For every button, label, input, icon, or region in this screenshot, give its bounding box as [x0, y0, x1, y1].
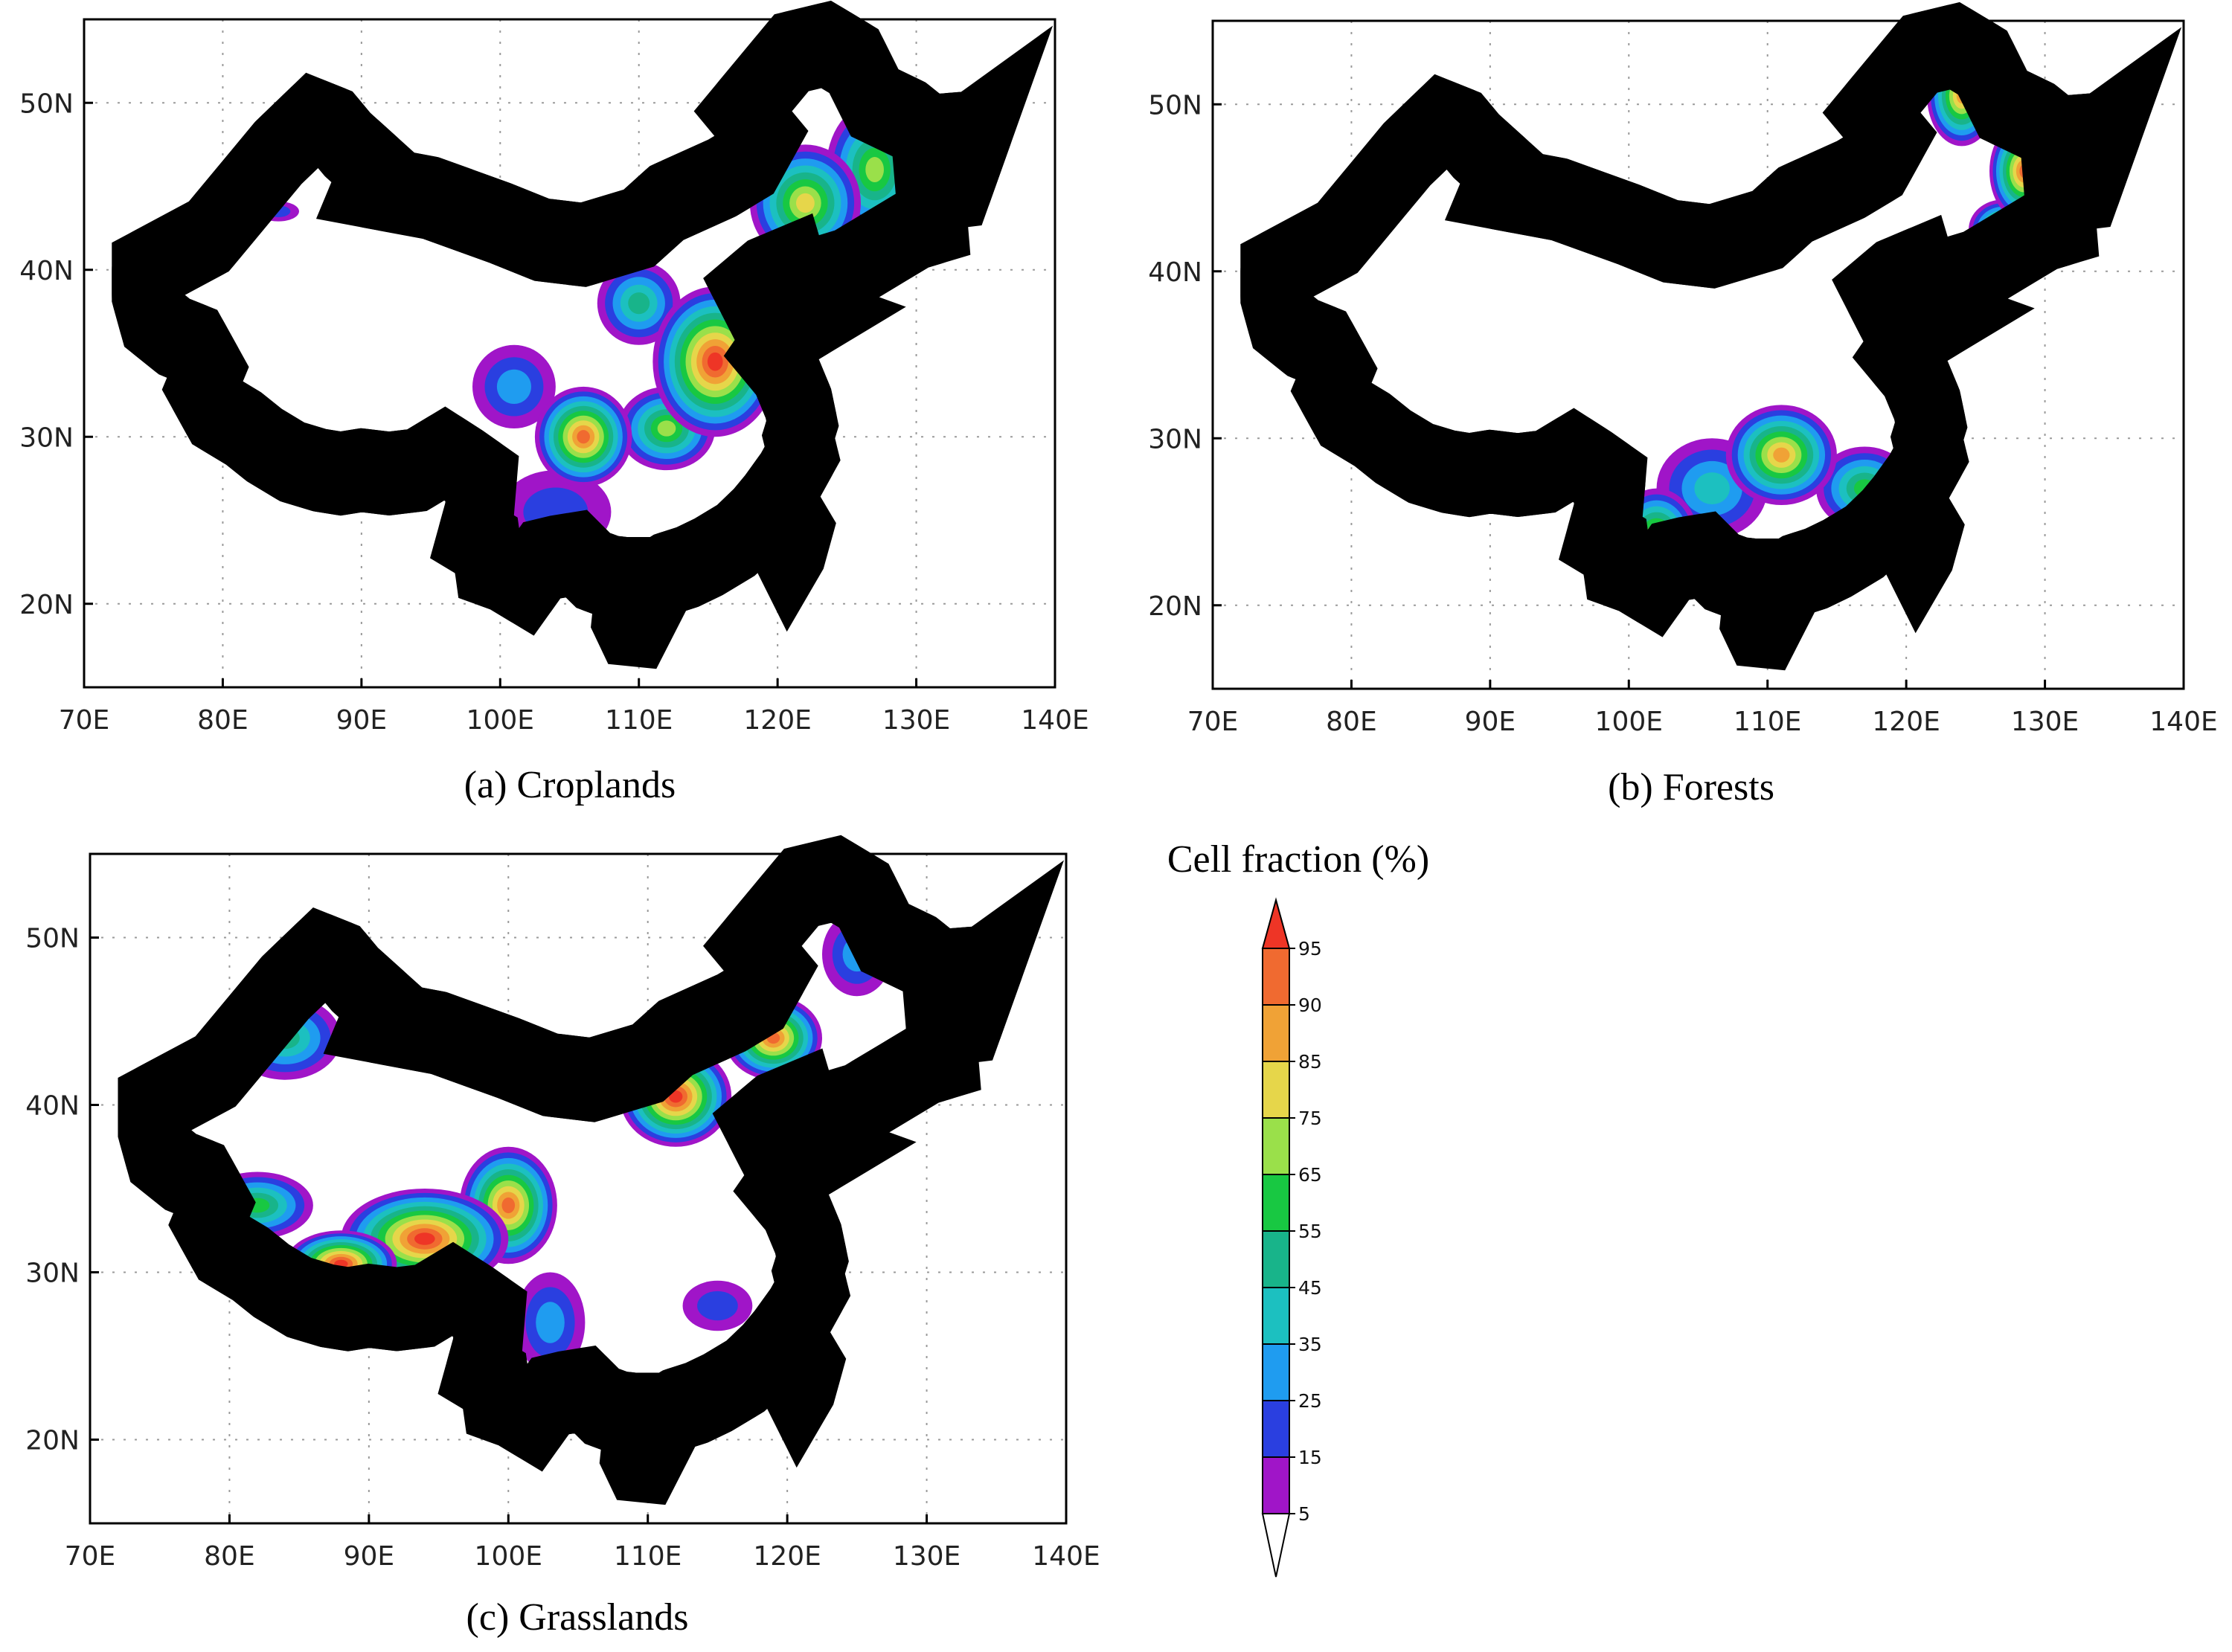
- contour-level-35: [1694, 472, 1730, 505]
- lat-tick-label: 30N: [19, 422, 74, 453]
- lon-tick-label: 110E: [605, 705, 673, 736]
- lon-tick-label: 130E: [882, 705, 950, 736]
- colorbar-title: Cell fraction (%): [1167, 838, 1429, 881]
- lon-tick-label: 90E: [344, 1541, 395, 1572]
- colorbar-tick-label: 65: [1298, 1164, 1322, 1186]
- lat-tick-label: 20N: [25, 1426, 80, 1456]
- colorbar-swatch: [1262, 1174, 1290, 1232]
- colorbar-swatch: [1262, 1343, 1290, 1401]
- taiwan-island: [780, 517, 806, 571]
- contour-level-65: [865, 157, 884, 183]
- taiwan-island: [790, 1353, 815, 1407]
- colorbar-min-triangle: [1261, 1513, 1291, 1578]
- lat-tick-label: 50N: [1148, 90, 1202, 120]
- lon-tick-label: 120E: [753, 1541, 821, 1572]
- map-frame: [83, 18, 1056, 689]
- contour-level-90: [577, 430, 590, 444]
- lat-tick-label: 40N: [19, 256, 74, 286]
- contour-level-45: [628, 292, 650, 315]
- colorbar-tick-label: 5: [1298, 1503, 1310, 1525]
- lat-tick-label: 50N: [19, 89, 74, 119]
- lon-tick-label: 140E: [1032, 1541, 1100, 1572]
- colorbar-tick-label: 55: [1298, 1221, 1322, 1242]
- taiwan-island: [1909, 518, 1934, 572]
- lon-tick-label: 70E: [59, 705, 110, 736]
- lon-tick-label: 140E: [2149, 707, 2217, 737]
- map-frame: [89, 852, 1068, 1525]
- contour-level-95: [707, 352, 723, 371]
- lon-tick-label: 110E: [1734, 707, 1801, 737]
- lon-tick-label: 70E: [65, 1541, 116, 1572]
- contour-level-25: [496, 369, 531, 405]
- colorbar-tick-label: 35: [1298, 1334, 1322, 1355]
- contour-level-95: [414, 1232, 435, 1245]
- colorbar-swatch: [1262, 1400, 1290, 1458]
- colorbar-tick-label: 25: [1298, 1390, 1322, 1412]
- lon-tick-label: 100E: [466, 705, 534, 736]
- contour-level-25: [536, 1302, 565, 1343]
- colorbar-swatch: [1262, 948, 1290, 1006]
- lon-tick-label: 80E: [1326, 707, 1377, 737]
- hainan-island: [628, 1438, 661, 1470]
- contour-level-95: [668, 1090, 683, 1103]
- contour-level-90: [501, 1197, 516, 1214]
- lon-tick-label: 100E: [1595, 707, 1663, 737]
- panel-caption-c: (c) Grasslands: [466, 1596, 689, 1639]
- colorbar-swatch: [1262, 1287, 1290, 1345]
- lat-tick-label: 50N: [25, 924, 80, 954]
- colorbar-swatch: [1262, 1456, 1290, 1514]
- lon-tick-label: 70E: [1187, 707, 1239, 737]
- panel-caption-b: (b) Forests: [1608, 766, 1774, 809]
- lon-tick-label: 90E: [1465, 707, 1516, 737]
- colorbar-swatch: [1262, 1230, 1290, 1288]
- lon-tick-label: 110E: [614, 1541, 682, 1572]
- lon-tick-label: 140E: [1021, 705, 1088, 736]
- colorbar-tick-label: 75: [1298, 1108, 1322, 1129]
- colorbar-swatch: [1262, 1061, 1290, 1119]
- contour-level-85: [1773, 447, 1790, 463]
- colorbar-swatch: [1262, 1117, 1290, 1175]
- lon-tick-label: 80E: [197, 705, 248, 736]
- lon-tick-label: 100E: [475, 1541, 542, 1572]
- lat-tick-label: 40N: [1148, 257, 1202, 288]
- lon-tick-label: 130E: [893, 1541, 961, 1572]
- map-panel-b: 70E 80E 90E 100E 110E 120E 130E 140E 20N 30N 40N 50…: [1148, 19, 2218, 809]
- lat-tick-label: 20N: [1148, 591, 1202, 622]
- lat-tick-label: 40N: [25, 1091, 80, 1122]
- map-panel-c: 70E 80E 90E 100E 110E 120E 130E 140E 20N 30N 40N 50…: [25, 854, 1100, 1639]
- lat-tick-label: 20N: [19, 590, 74, 620]
- lat-tick-label: 30N: [1148, 424, 1202, 454]
- lon-tick-label: 130E: [2011, 707, 2079, 737]
- colorbar-tick-label: 85: [1298, 1051, 1322, 1073]
- hainan-island: [1748, 604, 1782, 636]
- colorbar-tick-label: 15: [1298, 1447, 1322, 1468]
- hainan-island: [620, 602, 653, 634]
- colorbar-tick-label: 90: [1298, 994, 1322, 1016]
- contour-level-15: [697, 1291, 738, 1321]
- lon-tick-label: 80E: [204, 1541, 255, 1572]
- colorbar-swatch: [1262, 1004, 1290, 1062]
- colorbar-max-triangle: [1261, 897, 1291, 949]
- colorbar: 95 90 85 75 65 55 45 35 25 15 5: [1261, 897, 1322, 1578]
- contour-level-75: [796, 193, 815, 213]
- contour-level-65: [657, 420, 676, 437]
- colorbar-tick-label: 45: [1298, 1277, 1322, 1299]
- map-panel-a: 70E 80E 90E 100E 110E 120E 130E 140E 20N 30N 40N 50…: [19, 18, 1089, 806]
- panel-caption-a: (a) Croplands: [464, 764, 676, 806]
- map-frame: [1211, 19, 2185, 690]
- lat-tick-label: 30N: [25, 1259, 80, 1289]
- lon-tick-label: 120E: [743, 705, 811, 736]
- lon-tick-label: 120E: [1872, 707, 1940, 737]
- colorbar-tick-label: 95: [1298, 938, 1322, 960]
- lon-tick-label: 90E: [336, 705, 388, 736]
